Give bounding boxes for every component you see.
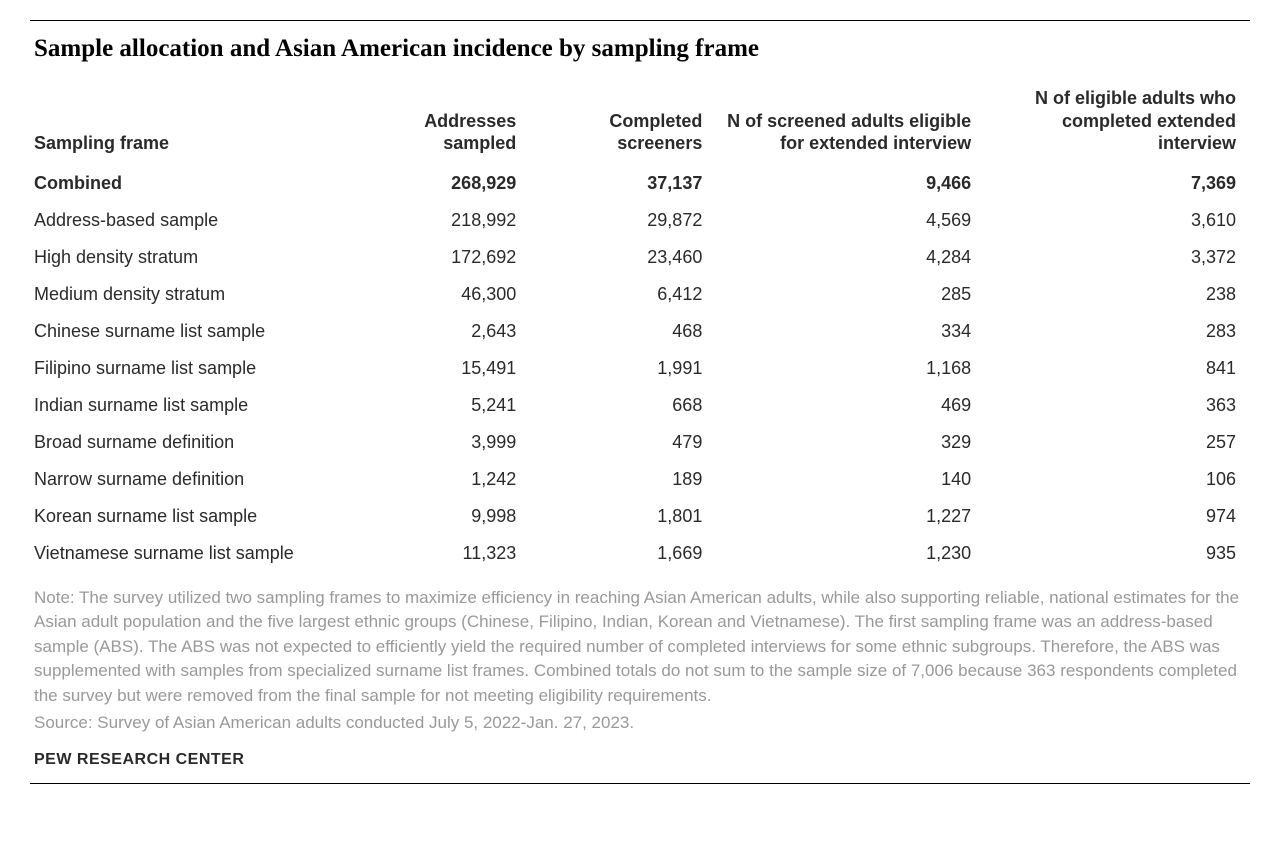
row-label: Broad surname definition [30,424,351,461]
table-row: Indian surname list sample5,241668469363 [30,387,1250,424]
cell-value: 6,412 [526,276,712,313]
row-label: Vietnamese surname list sample [30,535,351,572]
cell-value: 11,323 [351,535,527,572]
table-row: Narrow surname definition1,242189140106 [30,461,1250,498]
cell-value: 257 [981,424,1250,461]
cell-value: 1,168 [712,350,981,387]
column-header: N of eligible adults who completed exten… [981,83,1250,165]
cell-value: 37,137 [526,165,712,202]
row-label: Narrow surname definition [30,461,351,498]
cell-value: 218,992 [351,202,527,239]
attribution: PEW RESEARCH CENTER [30,751,1250,769]
cell-value: 29,872 [526,202,712,239]
cell-value: 363 [981,387,1250,424]
table-row: Broad surname definition3,999479329257 [30,424,1250,461]
table-row: Address-based sample218,99229,8724,5693,… [30,202,1250,239]
column-header: Sampling frame [30,83,351,165]
cell-value: 283 [981,313,1250,350]
table-container: Sample allocation and Asian American inc… [30,20,1250,784]
row-label: Medium density stratum [30,276,351,313]
table-note: Note: The survey utilized two sampling f… [30,586,1250,709]
cell-value: 7,369 [981,165,1250,202]
cell-value: 1,242 [351,461,527,498]
cell-value: 1,991 [526,350,712,387]
cell-value: 268,929 [351,165,527,202]
cell-value: 3,372 [981,239,1250,276]
table-row: Vietnamese surname list sample11,3231,66… [30,535,1250,572]
cell-value: 23,460 [526,239,712,276]
cell-value: 468 [526,313,712,350]
cell-value: 238 [981,276,1250,313]
cell-value: 5,241 [351,387,527,424]
cell-value: 189 [526,461,712,498]
row-label: Address-based sample [30,202,351,239]
table-row: Chinese surname list sample2,64346833428… [30,313,1250,350]
cell-value: 2,643 [351,313,527,350]
cell-value: 4,284 [712,239,981,276]
table-row: Filipino surname list sample15,4911,9911… [30,350,1250,387]
cell-value: 334 [712,313,981,350]
cell-value: 106 [981,461,1250,498]
cell-value: 9,466 [712,165,981,202]
column-header: Addresses sampled [351,83,527,165]
row-label: Korean surname list sample [30,498,351,535]
row-label: Chinese surname list sample [30,313,351,350]
cell-value: 935 [981,535,1250,572]
row-label: Indian surname list sample [30,387,351,424]
cell-value: 469 [712,387,981,424]
table-row: High density stratum172,69223,4604,2843,… [30,239,1250,276]
table-source: Source: Survey of Asian American adults … [30,711,1250,736]
row-label: Filipino surname list sample [30,350,351,387]
cell-value: 4,569 [712,202,981,239]
column-header: N of screened adults eligible for extend… [712,83,981,165]
cell-value: 172,692 [351,239,527,276]
cell-value: 841 [981,350,1250,387]
cell-value: 140 [712,461,981,498]
row-label: High density stratum [30,239,351,276]
cell-value: 974 [981,498,1250,535]
table-row: Korean surname list sample9,9981,8011,22… [30,498,1250,535]
data-table: Sampling frame Addresses sampled Complet… [30,83,1250,572]
cell-value: 3,610 [981,202,1250,239]
cell-value: 329 [712,424,981,461]
cell-value: 1,801 [526,498,712,535]
table-row: Medium density stratum46,3006,412285238 [30,276,1250,313]
cell-value: 285 [712,276,981,313]
cell-value: 3,999 [351,424,527,461]
table-row: Combined268,92937,1379,4667,369 [30,165,1250,202]
cell-value: 9,998 [351,498,527,535]
cell-value: 479 [526,424,712,461]
cell-value: 668 [526,387,712,424]
cell-value: 1,227 [712,498,981,535]
column-header: Completed screeners [526,83,712,165]
cell-value: 15,491 [351,350,527,387]
row-label: Combined [30,165,351,202]
cell-value: 1,230 [712,535,981,572]
table-title: Sample allocation and Asian American inc… [30,35,1250,63]
cell-value: 46,300 [351,276,527,313]
cell-value: 1,669 [526,535,712,572]
